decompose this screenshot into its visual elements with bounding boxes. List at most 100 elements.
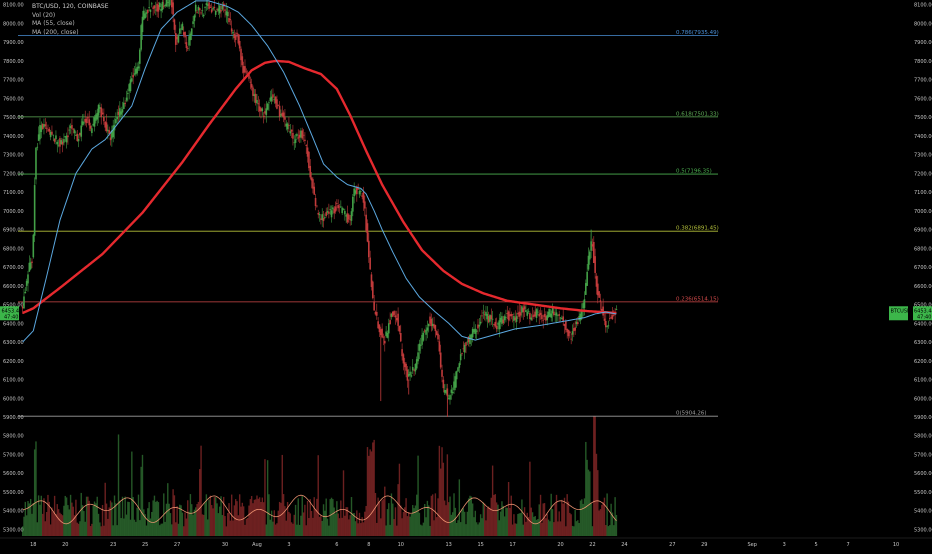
candle-body: [201, 10, 204, 12]
volume-bar: [605, 525, 607, 536]
candle-body: [578, 315, 580, 321]
volume-bar: [394, 507, 397, 536]
volume-bar: [485, 520, 487, 536]
candle-body: [610, 317, 612, 319]
candle-body: [586, 271, 588, 286]
volume-bar: [169, 513, 172, 536]
volume-bar: [593, 416, 595, 536]
last-price-tag-right: [913, 306, 932, 321]
candle-body: [105, 122, 108, 132]
y-axis-tick-label-left: 7600.00: [3, 96, 24, 102]
candle-body: [370, 274, 373, 288]
volume-bar: [405, 498, 407, 536]
volume-bar: [80, 492, 82, 536]
candle-body: [28, 262, 31, 272]
volume-bar: [211, 505, 213, 536]
candle-body: [52, 134, 55, 136]
candle-body: [441, 369, 443, 377]
candle-body: [505, 317, 507, 319]
volume-bar: [312, 517, 314, 536]
y-axis-tick-label-right: 5900.00: [914, 415, 932, 421]
candle-body: [127, 92, 129, 94]
volume-bar: [253, 499, 256, 536]
candle-body: [205, 3, 208, 6]
ma200-line[interactable]: [22, 59, 617, 315]
volume-bar: [59, 512, 61, 536]
candle-body: [170, 0, 173, 8]
candle-body: [497, 323, 499, 325]
candle-body: [374, 311, 377, 315]
volume-bar: [418, 512, 421, 536]
volume-bar: [281, 454, 283, 536]
volume-bar: [79, 521, 81, 536]
volume-bar: [606, 493, 608, 536]
candle-body: [391, 311, 394, 317]
x-axis-tick-label: 10: [398, 542, 404, 548]
candle-body: [249, 81, 252, 83]
candle-body: [435, 331, 438, 336]
volume-bar: [84, 521, 86, 536]
candle-body: [51, 131, 53, 135]
volume-bar: [401, 518, 403, 536]
candle-body: [463, 344, 466, 353]
ma200-indicator-label[interactable]: MA (200, close): [32, 28, 79, 36]
candle-body: [447, 398, 450, 400]
volume-indicator-label[interactable]: Vol (20): [32, 11, 56, 19]
volume-bar: [337, 513, 339, 536]
volume-bar: [354, 521, 357, 536]
candle-body: [289, 131, 292, 134]
volume-bar: [487, 506, 490, 536]
candle-body: [549, 309, 551, 317]
fib-level-label: 0.5(7196.35): [676, 169, 712, 175]
candle-body: [332, 207, 334, 210]
ma55-line[interactable]: [22, 0, 617, 343]
volume-bar: [432, 494, 434, 536]
candle-body: [364, 201, 366, 209]
candle-body: [414, 363, 417, 372]
candle-body: [33, 185, 36, 236]
volume-bar: [494, 494, 496, 536]
volume-bar: [261, 497, 264, 536]
candle-body: [320, 218, 322, 220]
candle-body: [557, 314, 559, 316]
candle-body: [502, 319, 505, 324]
volume-bar: [155, 501, 157, 536]
volume-bar: [370, 451, 373, 536]
ma55-indicator-label[interactable]: MA (55, close): [32, 20, 75, 27]
volume-bar: [197, 501, 200, 536]
volume-bar: [613, 525, 615, 536]
x-axis-tick-label: 3: [287, 542, 290, 548]
y-axis-tick-label-right: 7400.00: [914, 134, 932, 140]
y-axis-tick-label-right: 6900.00: [914, 228, 932, 234]
y-axis-tick-label-right: 7900.00: [914, 40, 932, 46]
volume-bar: [342, 470, 345, 536]
candle-body: [250, 83, 253, 88]
volume-bar: [341, 517, 343, 536]
volume-bar: [120, 518, 122, 536]
candle-body: [152, 7, 154, 9]
candle-body: [563, 323, 566, 327]
candle-body: [32, 234, 35, 258]
candle-body: [164, 4, 166, 7]
candle-body: [107, 129, 109, 132]
x-axis-tick-label: 5: [815, 542, 818, 548]
candle-body: [79, 132, 81, 136]
volume-bar: [513, 514, 515, 536]
candle-body: [117, 111, 120, 115]
volume-bar: [573, 526, 575, 536]
volume-bar: [445, 505, 447, 536]
volume-bar: [36, 522, 39, 536]
volume-bar: [313, 497, 315, 536]
candle-body: [37, 134, 40, 141]
candle-body: [390, 313, 393, 317]
y-axis-tick-label-left: 5500.00: [3, 490, 24, 496]
volume-bar: [282, 494, 285, 536]
volume-bar: [101, 504, 104, 536]
volume-bar: [47, 494, 49, 536]
x-axis-tick-label: 7: [846, 542, 849, 548]
candle-body: [264, 111, 266, 114]
candle-body: [112, 125, 114, 138]
candle-body: [338, 206, 341, 208]
